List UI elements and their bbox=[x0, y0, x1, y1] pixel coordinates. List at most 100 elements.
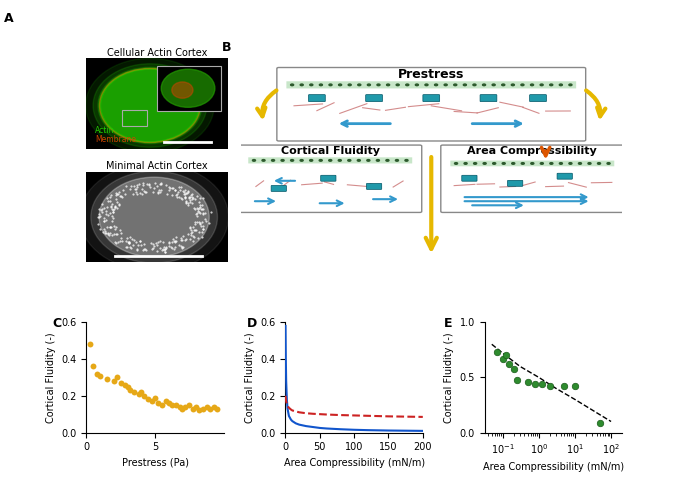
Point bbox=[193, 208, 205, 216]
Point bbox=[135, 237, 146, 245]
Point bbox=[180, 186, 191, 194]
Point bbox=[113, 190, 124, 198]
Point bbox=[202, 403, 213, 411]
Circle shape bbox=[607, 163, 610, 164]
Point bbox=[97, 205, 108, 213]
Point bbox=[149, 394, 160, 401]
Circle shape bbox=[511, 84, 514, 86]
Point bbox=[191, 209, 202, 217]
Point bbox=[186, 191, 197, 199]
Point bbox=[165, 243, 176, 251]
Point bbox=[204, 219, 215, 227]
Point bbox=[103, 229, 114, 237]
Circle shape bbox=[502, 84, 504, 86]
Point bbox=[156, 401, 167, 409]
Point bbox=[110, 230, 121, 238]
Point bbox=[111, 189, 122, 196]
Point bbox=[155, 179, 167, 187]
Ellipse shape bbox=[100, 69, 199, 142]
Point bbox=[179, 190, 190, 198]
Circle shape bbox=[310, 159, 313, 161]
Point bbox=[100, 207, 111, 215]
Point bbox=[177, 236, 188, 243]
Point bbox=[115, 192, 126, 200]
Point bbox=[106, 231, 117, 239]
Point bbox=[170, 186, 181, 193]
Point bbox=[111, 204, 122, 212]
Point bbox=[189, 205, 200, 213]
Circle shape bbox=[598, 163, 600, 164]
Point bbox=[193, 407, 205, 415]
Ellipse shape bbox=[79, 163, 229, 271]
Point bbox=[124, 185, 135, 192]
Point bbox=[193, 218, 205, 226]
Circle shape bbox=[386, 84, 390, 86]
Point bbox=[530, 380, 541, 388]
Point bbox=[129, 185, 140, 192]
Point bbox=[157, 246, 168, 254]
Point bbox=[146, 398, 158, 405]
Point bbox=[196, 218, 207, 226]
Point bbox=[171, 233, 182, 241]
Point bbox=[189, 218, 200, 226]
Point bbox=[160, 243, 171, 251]
Point bbox=[163, 399, 174, 407]
Point bbox=[135, 237, 146, 244]
Ellipse shape bbox=[161, 69, 215, 107]
Point bbox=[148, 244, 159, 252]
FancyBboxPatch shape bbox=[366, 95, 383, 102]
FancyBboxPatch shape bbox=[321, 175, 336, 181]
Point bbox=[183, 194, 194, 202]
Point bbox=[194, 204, 205, 211]
Point bbox=[138, 392, 149, 399]
Point bbox=[160, 245, 171, 253]
Point bbox=[100, 227, 111, 235]
Point bbox=[139, 189, 150, 196]
Point bbox=[93, 213, 104, 221]
Point bbox=[173, 188, 184, 195]
Circle shape bbox=[493, 163, 495, 164]
Point bbox=[105, 208, 116, 216]
Point bbox=[154, 238, 165, 245]
Point bbox=[195, 220, 206, 228]
Point bbox=[99, 225, 110, 233]
Point bbox=[117, 238, 128, 245]
Point bbox=[184, 193, 195, 201]
Point bbox=[185, 231, 196, 239]
Point bbox=[125, 182, 136, 190]
Point bbox=[107, 214, 118, 222]
Point bbox=[192, 206, 203, 213]
Point bbox=[108, 377, 120, 385]
Point bbox=[95, 372, 106, 380]
Circle shape bbox=[396, 84, 399, 86]
Point bbox=[160, 398, 171, 405]
Point bbox=[115, 229, 126, 237]
Circle shape bbox=[569, 163, 572, 164]
FancyBboxPatch shape bbox=[529, 95, 547, 102]
Point bbox=[191, 204, 202, 211]
Point bbox=[167, 244, 178, 252]
Point bbox=[117, 193, 128, 201]
Point bbox=[146, 239, 157, 247]
Point bbox=[164, 183, 175, 191]
Circle shape bbox=[502, 163, 505, 164]
Point bbox=[137, 246, 148, 254]
Y-axis label: Cortical Fluidity (-): Cortical Fluidity (-) bbox=[245, 332, 255, 423]
Point bbox=[123, 238, 134, 245]
Point bbox=[174, 403, 185, 411]
Point bbox=[151, 239, 162, 247]
Circle shape bbox=[377, 159, 379, 161]
Point bbox=[188, 204, 199, 212]
Point bbox=[125, 386, 136, 394]
Point bbox=[187, 199, 198, 207]
Circle shape bbox=[483, 163, 486, 164]
Point bbox=[180, 237, 191, 244]
Point bbox=[191, 226, 202, 234]
FancyBboxPatch shape bbox=[557, 173, 572, 179]
Text: Area Compressibility: Area Compressibility bbox=[467, 146, 597, 156]
Point bbox=[193, 207, 204, 214]
Circle shape bbox=[521, 84, 524, 86]
Point bbox=[184, 224, 196, 232]
Point bbox=[139, 241, 150, 248]
Point bbox=[124, 238, 135, 246]
